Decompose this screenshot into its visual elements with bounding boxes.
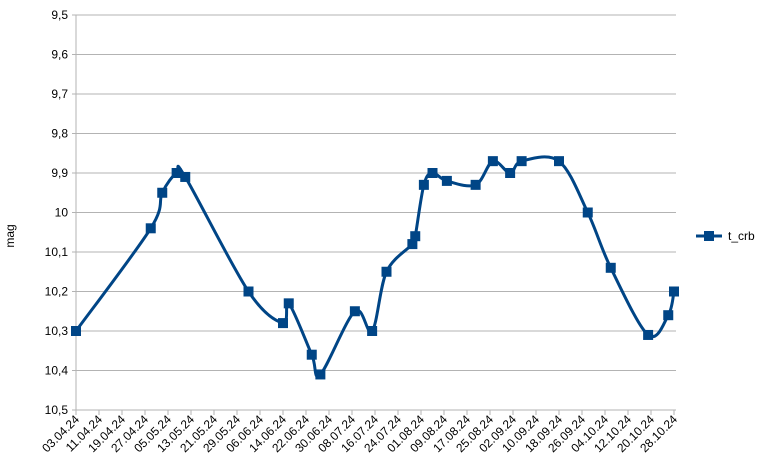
data-point bbox=[381, 266, 392, 277]
data-point bbox=[605, 262, 616, 273]
data-point bbox=[516, 156, 527, 167]
y-tick-label: 9,8 bbox=[51, 127, 68, 141]
y-tick-label: 9,6 bbox=[51, 48, 68, 62]
y-tick-label: 10,5 bbox=[45, 403, 69, 417]
y-tick-label: 9,9 bbox=[51, 166, 68, 180]
data-point bbox=[554, 156, 564, 167]
y-axis-label: mag bbox=[3, 224, 17, 247]
y-tick-label: 10,4 bbox=[45, 364, 69, 378]
data-point bbox=[407, 239, 418, 250]
y-tick-label: 10 bbox=[55, 206, 69, 220]
data-point bbox=[171, 168, 182, 178]
data-point bbox=[410, 231, 421, 242]
data-point bbox=[180, 171, 191, 182]
y-tick-label: 10,2 bbox=[45, 285, 69, 299]
data-point bbox=[315, 369, 326, 380]
data-point bbox=[582, 207, 593, 218]
data-point bbox=[283, 298, 294, 309]
data-point bbox=[367, 326, 378, 336]
data-point bbox=[243, 286, 254, 297]
data-point bbox=[663, 310, 674, 321]
y-tick-label: 10,3 bbox=[45, 324, 69, 338]
data-point bbox=[145, 223, 156, 234]
legend-marker bbox=[704, 231, 714, 241]
data-point bbox=[349, 306, 360, 317]
data-point bbox=[470, 179, 481, 190]
data-point bbox=[427, 168, 438, 178]
data-point bbox=[306, 349, 317, 360]
data-point bbox=[669, 286, 679, 297]
data-point bbox=[157, 187, 168, 198]
data-point bbox=[441, 175, 452, 186]
data-point bbox=[643, 329, 654, 340]
y-tick-label: 9,5 bbox=[51, 8, 68, 22]
data-point bbox=[418, 179, 429, 190]
data-point bbox=[505, 168, 516, 178]
data-point bbox=[487, 156, 498, 167]
data-point bbox=[71, 326, 81, 336]
y-tick-label: 10,1 bbox=[45, 245, 69, 259]
legend-label: t_crb bbox=[728, 229, 755, 243]
y-tick-label: 9,7 bbox=[51, 87, 68, 101]
data-point bbox=[278, 318, 288, 329]
